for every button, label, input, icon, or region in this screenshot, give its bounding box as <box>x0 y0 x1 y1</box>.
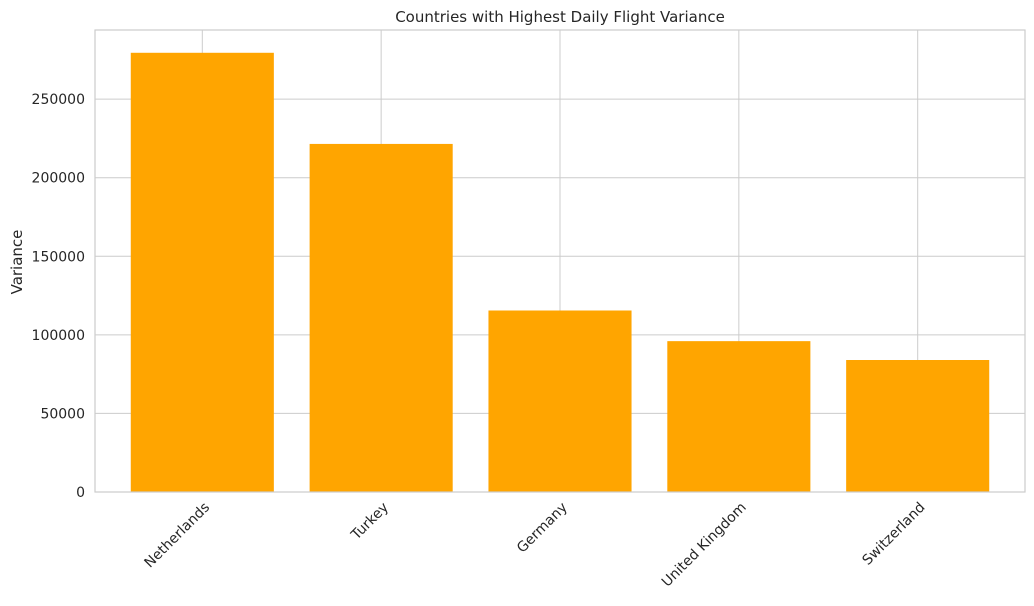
axes-frame <box>94 29 1026 493</box>
y-tick-label: 200000 <box>32 171 85 187</box>
x-tick-label: Netherlands <box>141 500 213 572</box>
bar <box>846 360 990 492</box>
bar <box>309 143 453 492</box>
bar <box>488 310 632 492</box>
y-tick-label: 50000 <box>40 406 85 422</box>
x-tick-label: Turkey <box>348 500 392 544</box>
x-tick-label: United Kingdom <box>659 500 750 591</box>
y-axis-label: Variance <box>8 230 26 295</box>
x-tick-labels: Netherlands Turkey Germany United Kingdom Sw… <box>141 500 928 591</box>
bar <box>667 341 811 492</box>
bars <box>130 52 990 493</box>
chart-title: Countries with Highest Daily Flight Vari… <box>395 8 725 26</box>
x-tick-label: Germany <box>514 500 571 557</box>
y-tick-label: 150000 <box>32 249 85 265</box>
y-tick-label: 0 <box>76 485 85 501</box>
bar <box>130 52 274 493</box>
y-tick-label: 250000 <box>32 92 85 108</box>
y-tick-label: 100000 <box>32 328 85 344</box>
x-tick-label: Switzerland <box>859 500 928 569</box>
y-tick-labels: 0 50000 100000 150000 200000 250000 <box>32 92 85 501</box>
